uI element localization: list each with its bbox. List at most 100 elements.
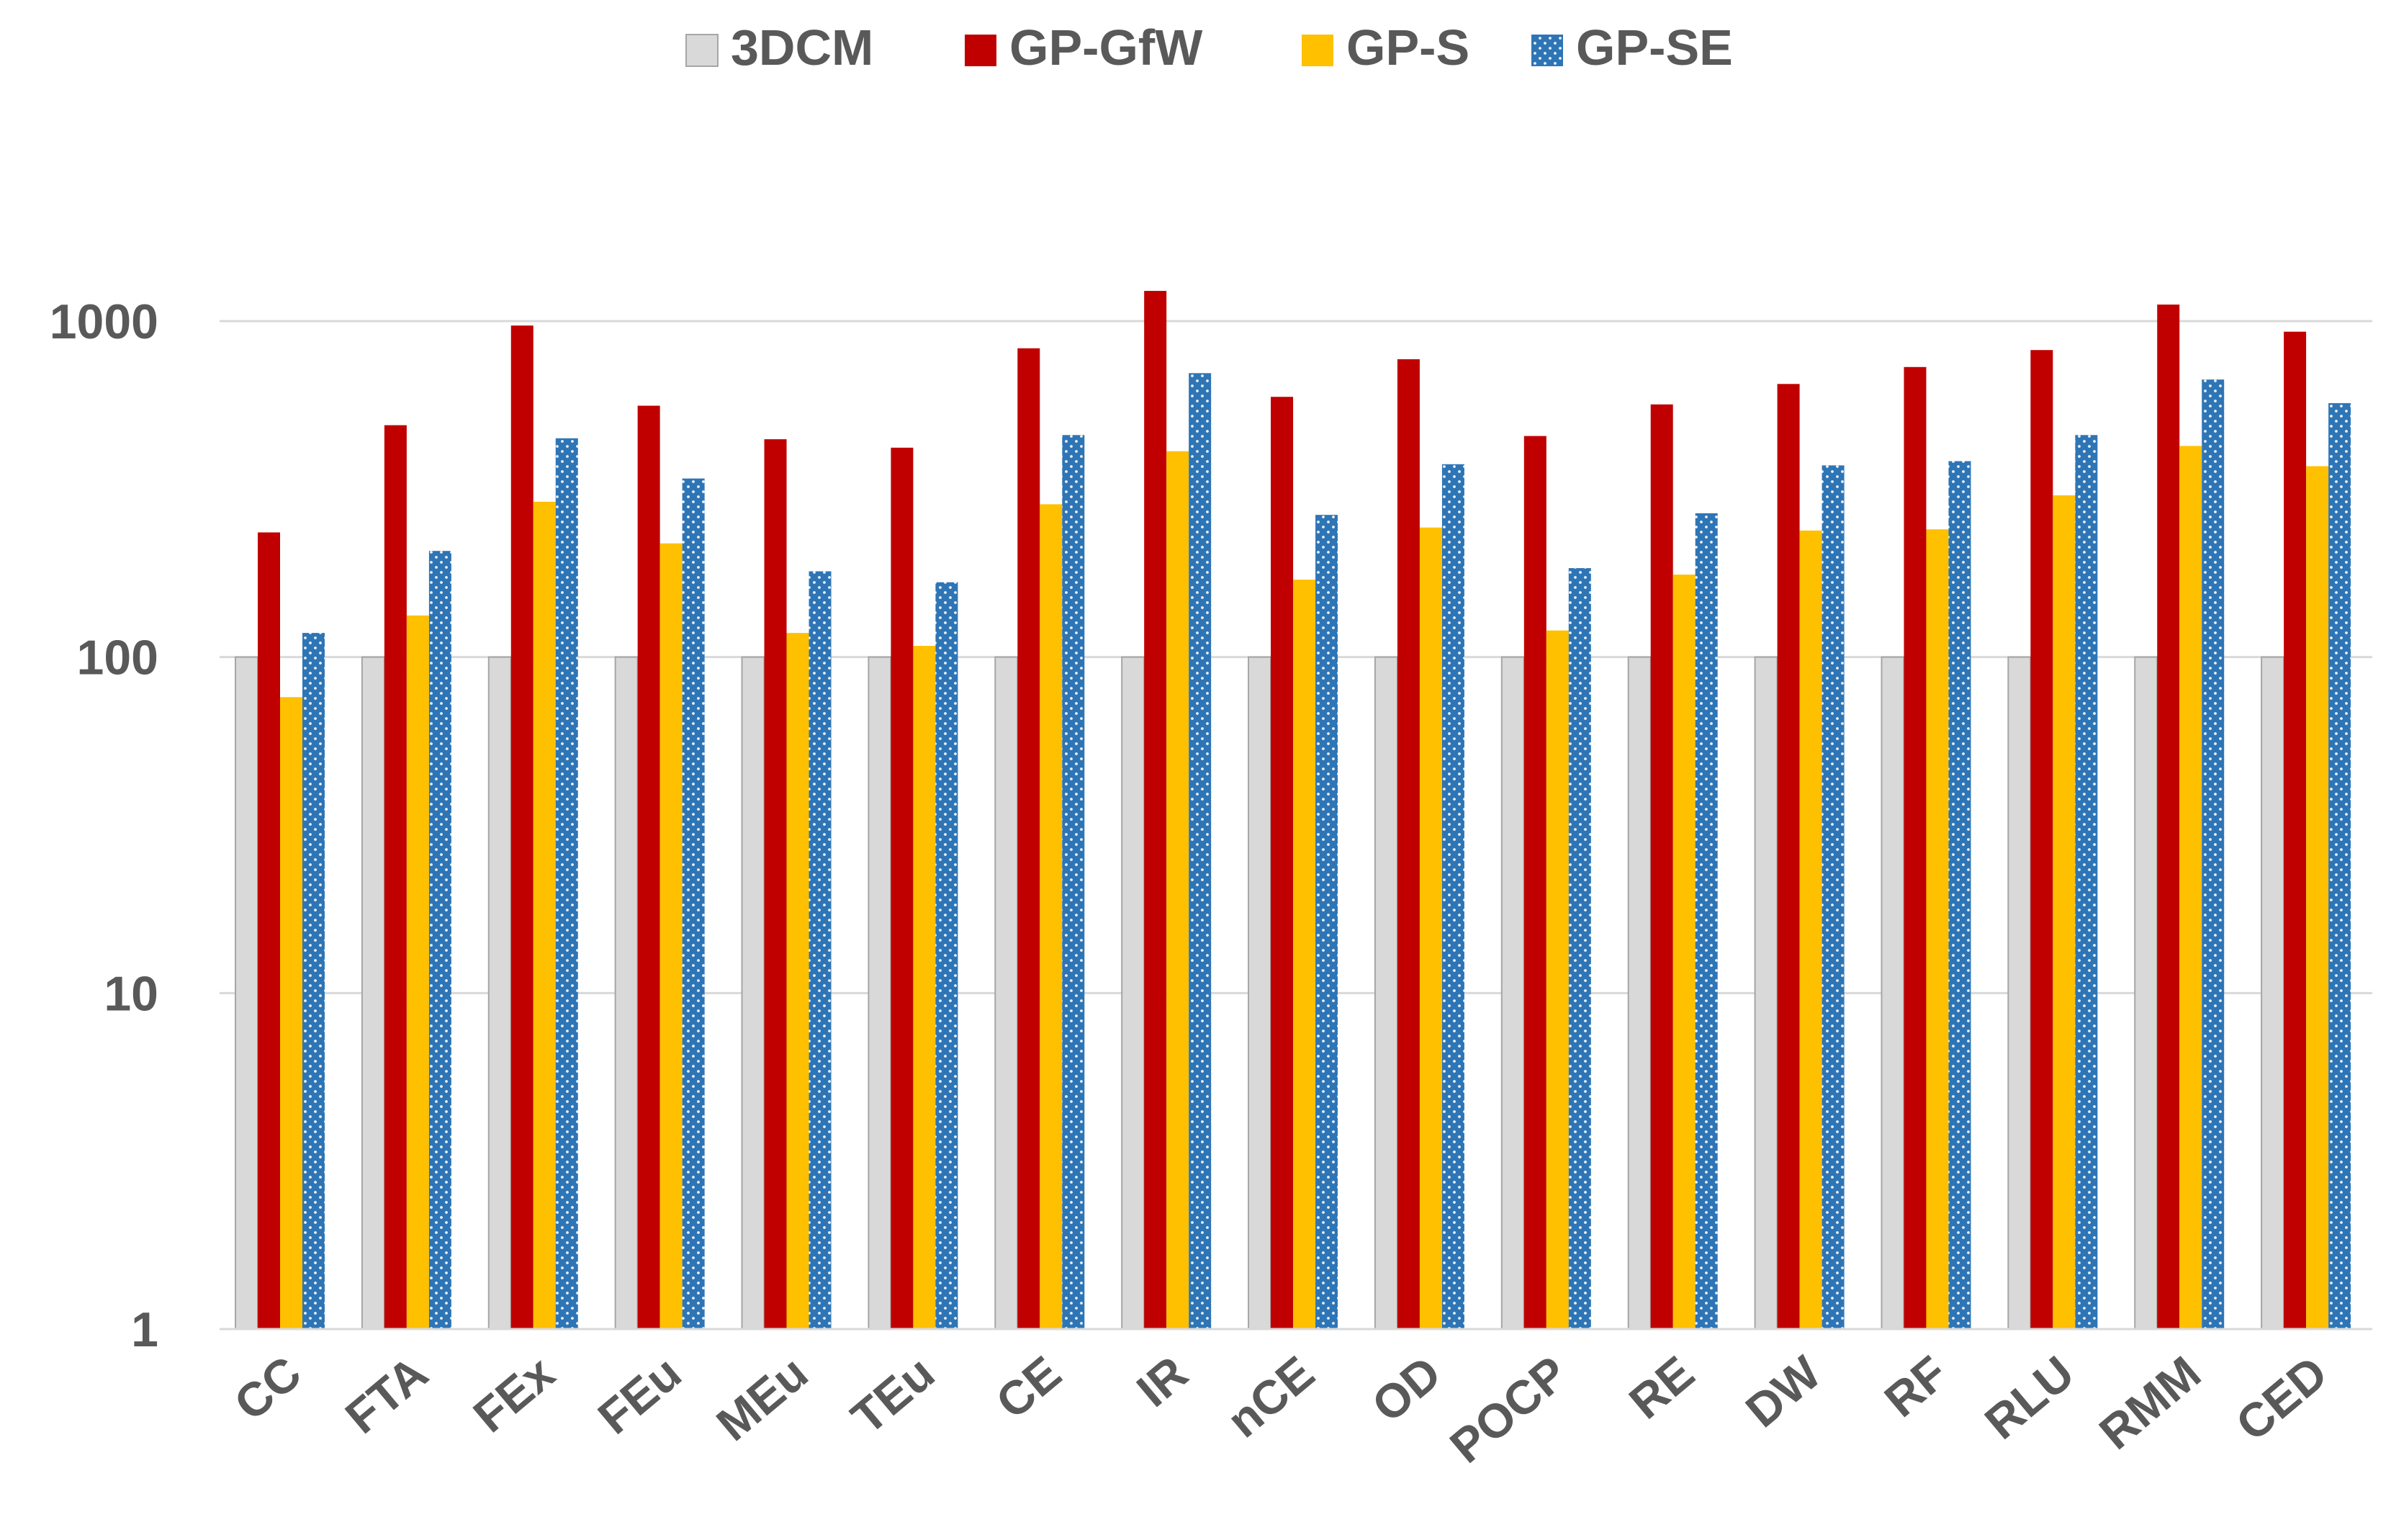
bar-dw-gp-gfw (1777, 384, 1800, 1329)
x-tick-label-fex: FEx (463, 1346, 564, 1443)
x-tick-label-dw: DW (1736, 1346, 1831, 1438)
bar-cc-gp-se (302, 633, 325, 1329)
bar-od-3dcm (1374, 656, 1398, 1330)
x-tick-label-fta: FTA (336, 1346, 438, 1444)
bar-od-gp-se (1441, 464, 1464, 1329)
x-tick-label-cc: CC (224, 1346, 311, 1431)
bar-dw-gp-s (1799, 530, 1822, 1330)
x-tick-label-ced: CED (2226, 1346, 2337, 1451)
bar-fex-3dcm (487, 656, 512, 1330)
bar-fex-gp-gfw (510, 325, 533, 1329)
y-tick-label-10: 10 (104, 966, 158, 1021)
bar-rf-3dcm (1881, 656, 1905, 1330)
bar-feu-gp-s (659, 543, 683, 1330)
legend-swatch-3dcm (685, 34, 719, 67)
bar-dw-3dcm (1754, 656, 1778, 1330)
bar-fta-gp-se (428, 551, 451, 1329)
bar-rf-gp-se (1948, 461, 1971, 1329)
bar-rlu-gp-se (2075, 435, 2098, 1330)
legend: 3DCM GP-GfW GP-S GP-SE (685, 19, 1733, 76)
bar-ce-gp-gfw (1017, 348, 1040, 1329)
legend-label-3dcm: 3DCM (731, 19, 873, 76)
bar-feu-3dcm (614, 656, 639, 1330)
bar-od-gp-s (1419, 527, 1442, 1330)
legend-swatch-gp-s (1302, 35, 1333, 66)
x-tick-label-re: RE (1619, 1346, 1704, 1429)
bar-rlu-3dcm (2007, 656, 2032, 1330)
x-tick-label-teu: TEu (841, 1346, 944, 1444)
bar-meu-3dcm (741, 656, 765, 1330)
bar-feu-gp-gfw (637, 405, 660, 1330)
bar-ced-3dcm (2261, 656, 2285, 1330)
bar-ce-3dcm (994, 656, 1019, 1330)
legend-swatch-gp-gfw (965, 35, 996, 66)
x-tick-label-nce: nCE (1217, 1346, 1324, 1448)
bar-re-gp-s (1672, 575, 1696, 1329)
bar-nce-3dcm (1248, 656, 1272, 1330)
bar-fex-gp-se (555, 438, 578, 1329)
bar-cc-3dcm (235, 656, 258, 1330)
y-tick-label-1: 1 (131, 1302, 158, 1357)
bar-rlu-gp-gfw (2030, 350, 2053, 1329)
bar-nce-gp-se (1315, 515, 1338, 1330)
bar-od-gp-gfw (1397, 359, 1420, 1330)
bar-rmm-3dcm (2134, 656, 2158, 1330)
bar-ir-gp-s (1166, 451, 1189, 1329)
bar-ced-gp-gfw (2284, 331, 2307, 1329)
bar-ced-gp-se (2328, 402, 2351, 1329)
bar-pocp-gp-se (1568, 568, 1591, 1330)
x-tick-label-meu: MEu (706, 1346, 817, 1451)
bar-teu-3dcm (868, 656, 892, 1330)
legend-label-gp-s: GP-S (1346, 19, 1469, 76)
bar-rlu-gp-s (2053, 495, 2076, 1330)
x-tick-label-rlu: RLU (1975, 1346, 2084, 1449)
bar-fta-3dcm (361, 656, 385, 1330)
bar-ir-gp-gfw (1144, 291, 1167, 1329)
bar-re-gp-se (1695, 513, 1718, 1330)
bar-ce-gp-s (1040, 504, 1063, 1329)
bars (235, 291, 2351, 1330)
bar-ir-3dcm (1121, 656, 1145, 1330)
bar-rmm-gp-se (2202, 379, 2225, 1330)
legend-label-gp-se: GP-SE (1576, 19, 1733, 76)
bar-dw-gp-se (1822, 465, 1845, 1329)
bar-pocp-3dcm (1500, 656, 1525, 1330)
bar-pocp-gp-gfw (1523, 436, 1546, 1329)
y-tick-label-100: 100 (77, 631, 158, 685)
x-tick-label-rmm: RMM (2089, 1346, 2210, 1459)
bar-nce-gp-gfw (1271, 397, 1294, 1330)
bar-teu-gp-se (935, 582, 958, 1329)
bar-re-gp-gfw (1650, 404, 1673, 1330)
bar-meu-gp-gfw (764, 439, 787, 1329)
x-tick-label-feu: FEu (588, 1346, 691, 1444)
bar-rf-gp-gfw (1904, 366, 1927, 1329)
x-tick-label-rf: RF (1874, 1346, 1957, 1427)
bar-meu-gp-s (786, 633, 809, 1329)
bar-teu-gp-s (913, 646, 936, 1329)
bar-rf-gp-s (1926, 529, 1949, 1329)
bar-teu-gp-gfw (891, 447, 914, 1329)
bar-meu-gp-se (809, 571, 832, 1329)
y-tick-label-1000: 1000 (50, 294, 158, 349)
bar-rmm-gp-s (2179, 446, 2202, 1330)
bar-feu-gp-se (682, 478, 705, 1329)
x-tick-label-pocp: POCP (1440, 1346, 1577, 1473)
x-tick-label-od: OD (1361, 1346, 1450, 1432)
bar-cc-gp-s (280, 697, 302, 1329)
legend-label-gp-gfw: GP-GfW (1009, 19, 1202, 76)
legend-swatch-gp-se (1531, 35, 1563, 66)
x-tick-label-ir: IR (1127, 1346, 1197, 1417)
x-tick-label-ce: CE (986, 1346, 1071, 1429)
bar-re-3dcm (1627, 656, 1652, 1330)
bar-rmm-gp-gfw (2157, 305, 2180, 1329)
bar-ced-gp-s (2306, 466, 2329, 1329)
bar-fex-gp-s (533, 501, 556, 1330)
bar-ir-gp-se (1189, 373, 1212, 1329)
bar-fta-gp-gfw (384, 425, 407, 1329)
bar-pocp-gp-s (1546, 630, 1569, 1329)
bar-ce-gp-se (1062, 435, 1085, 1330)
bar-cc-gp-gfw (258, 532, 280, 1329)
bar-nce-gp-s (1293, 580, 1316, 1330)
